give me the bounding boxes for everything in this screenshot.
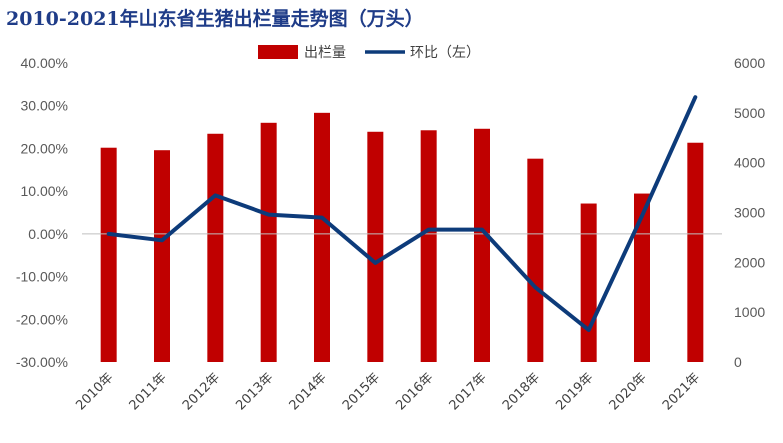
bar: [420, 130, 437, 362]
x-tick-label: 2012年: [180, 370, 223, 413]
x-tick-label: 2013年: [233, 370, 276, 413]
legend-bar-swatch: [258, 45, 298, 59]
x-tick-label: 2017年: [447, 370, 490, 413]
chart-title: 2010-2021年山东省生猪出栏量走势图（万头）: [6, 8, 424, 30]
bar: [580, 203, 597, 362]
right-tick-label: 5000: [734, 105, 765, 121]
line-point: [267, 213, 271, 217]
x-tick-label: 2016年: [393, 370, 436, 413]
bar: [474, 128, 490, 362]
x-tick-label: 2020年: [607, 370, 650, 413]
line-point: [107, 232, 111, 236]
left-tick-label: -30.00%: [16, 354, 68, 370]
bar: [634, 193, 650, 362]
line-series: [106, 95, 698, 332]
line-point: [480, 228, 484, 232]
legend-bar-label: 出栏量: [304, 45, 346, 61]
left-tick-label: -10.00%: [16, 269, 68, 285]
right-tick-label: 3000: [734, 205, 765, 221]
left-tick-label: 40.00%: [21, 55, 68, 71]
x-tick-label: 2019年: [553, 370, 596, 413]
left-axis: 40.00% 30.00% 20.00% 10.00% 0.00% -10.00% -20.…: [16, 55, 68, 370]
x-tick-label: 2011年: [127, 370, 170, 413]
right-tick-label: 6000: [734, 55, 765, 71]
bar: [527, 158, 544, 362]
right-tick-label: 1000: [734, 304, 765, 320]
left-tick-label: 10.00%: [21, 183, 68, 199]
bar: [367, 131, 384, 362]
bar: [100, 147, 117, 362]
right-tick-label: 2000: [734, 254, 765, 270]
bar: [260, 122, 277, 362]
line-point: [320, 216, 324, 220]
right-axis: 6000 5000 4000 3000 2000 1000 0: [734, 55, 765, 370]
series-line: [106, 95, 698, 332]
right-tick-label: 4000: [734, 155, 765, 171]
left-tick-label: 30.00%: [21, 98, 68, 114]
bar: [207, 133, 224, 362]
bar-series: [100, 112, 704, 362]
bar: [154, 150, 170, 362]
left-tick-label: -20.00%: [16, 311, 68, 327]
x-tick-label: 2014年: [287, 370, 330, 413]
bar: [314, 112, 330, 362]
legend: 出栏量 环比（左）: [258, 45, 480, 61]
line-point: [693, 95, 697, 99]
left-tick-label: 0.00%: [28, 226, 68, 242]
x-axis: 2010年 2011年 2012年 2013年 2014年 2015年 2016年 2017年…: [73, 370, 703, 413]
x-tick-label: 2021年: [660, 370, 703, 413]
legend-line-label: 环比（左）: [410, 45, 480, 61]
line-point: [587, 328, 591, 332]
line-point: [533, 285, 537, 289]
line-point: [640, 214, 644, 218]
line-point: [427, 228, 431, 232]
line-point: [213, 193, 217, 197]
bar: [687, 142, 704, 362]
line-point: [160, 238, 164, 242]
line-point: [373, 261, 377, 265]
x-tick-label: 2018年: [500, 370, 543, 413]
left-tick-label: 20.00%: [21, 140, 68, 156]
x-tick-label: 2010年: [73, 370, 116, 413]
right-tick-label: 0: [734, 354, 742, 370]
x-tick-label: 2015年: [340, 370, 383, 413]
